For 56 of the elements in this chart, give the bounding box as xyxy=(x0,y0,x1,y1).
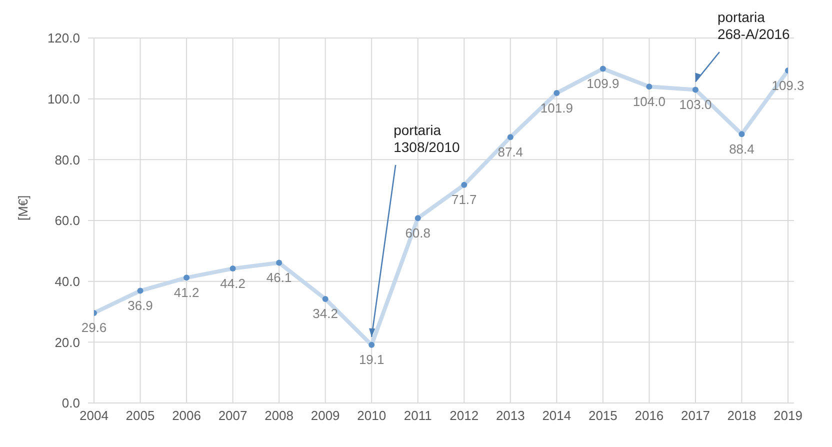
annotation: portaria 1308/2010 xyxy=(394,122,460,155)
point xyxy=(554,90,560,96)
x-tick-label: 2005 xyxy=(126,408,155,424)
x-tick-label: 2017 xyxy=(681,408,710,424)
point xyxy=(692,86,698,93)
data-label: 71.7 xyxy=(451,192,477,208)
data-label: 104.0 xyxy=(632,94,666,109)
data-label: 41.2 xyxy=(174,284,200,300)
point xyxy=(507,134,514,140)
x-tick-label: 2007 xyxy=(218,408,248,424)
y-tick-label: 100.0 xyxy=(47,91,80,106)
data-label: 34.2 xyxy=(312,306,338,322)
x-tick-label: 2006 xyxy=(172,408,201,424)
y-tick-label: 0.0 xyxy=(62,396,80,411)
x-tick-label: 2008 xyxy=(264,408,294,424)
data-label: 44.2 xyxy=(220,276,246,291)
data-label: 109.9 xyxy=(586,76,620,91)
point xyxy=(646,84,652,90)
x-tick-label: 2014 xyxy=(542,408,572,424)
point xyxy=(137,288,144,294)
x-tick-label: 2011 xyxy=(404,408,432,424)
y-tick-label: 40.0 xyxy=(54,274,80,289)
data-label: 36.9 xyxy=(128,298,153,313)
x-tick-label: 2012 xyxy=(450,408,479,424)
data-label: 29.6 xyxy=(81,320,107,336)
y-tick-label: 60.0 xyxy=(54,213,80,228)
x-tick-label: 2018 xyxy=(727,408,756,424)
point xyxy=(230,266,236,272)
point xyxy=(322,296,328,302)
y-axis-title: [M€] xyxy=(16,195,31,220)
x-tick-label: 2004 xyxy=(80,408,108,424)
data-label: 87.4 xyxy=(498,144,524,160)
x-tick-label: 2013 xyxy=(496,408,525,424)
data-label: 88.4 xyxy=(729,141,754,156)
data-label: 101.9 xyxy=(540,100,573,116)
x-tick-label: 2009 xyxy=(310,408,340,424)
point xyxy=(738,131,745,138)
point xyxy=(414,215,421,222)
data-label: 109.3 xyxy=(772,78,804,93)
y-tick-label: 20.0 xyxy=(54,334,80,350)
point xyxy=(184,274,190,281)
point xyxy=(461,182,468,188)
point xyxy=(276,260,282,266)
data-label: 103.0 xyxy=(679,96,712,112)
x-tick-label: 2015 xyxy=(588,408,618,424)
x-tick-label: 2019 xyxy=(774,408,802,424)
y-tick-label: 120.0 xyxy=(47,30,80,46)
data-label: 46.1 xyxy=(266,270,292,286)
data-label: 60.8 xyxy=(405,225,431,240)
x-tick-label: 2016 xyxy=(634,408,664,424)
y-tick-label: 80.0 xyxy=(54,152,80,168)
annotation: portaria 268-A/2016 xyxy=(717,9,790,42)
point xyxy=(600,66,606,72)
point xyxy=(368,342,375,348)
x-tick-label: 2010 xyxy=(357,408,386,424)
data-label: 19.1 xyxy=(358,352,384,368)
